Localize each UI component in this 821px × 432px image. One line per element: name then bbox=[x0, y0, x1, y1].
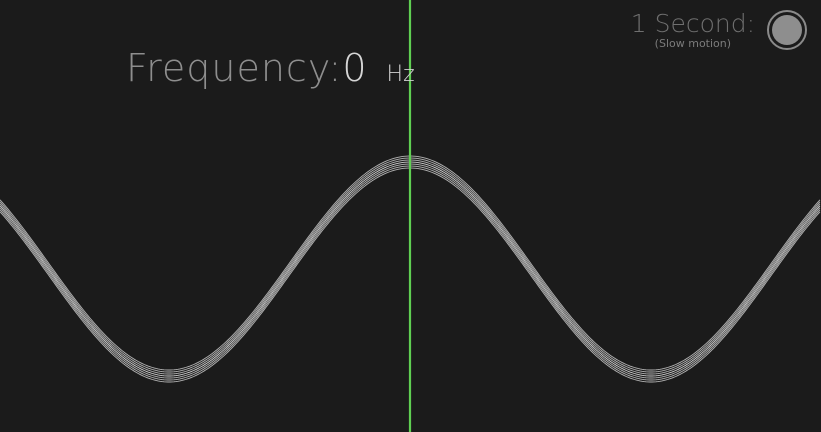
slow-motion-toggle[interactable] bbox=[767, 10, 807, 50]
frequency-value: 0 bbox=[342, 46, 367, 90]
frequency-unit: Hz bbox=[386, 62, 415, 87]
toggle-knob bbox=[772, 15, 802, 45]
duration-label: 1 Second: bbox=[630, 9, 755, 38]
frequency-readout: Frequency: 0 Hz bbox=[126, 46, 415, 90]
frequency-label: Frequency: bbox=[126, 46, 343, 90]
slow-motion-note: (Slow motion) bbox=[654, 37, 732, 50]
duration-text: 1 Second: (Slow motion) bbox=[631, 10, 755, 50]
duration-control: 1 Second: (Slow motion) bbox=[631, 10, 807, 50]
